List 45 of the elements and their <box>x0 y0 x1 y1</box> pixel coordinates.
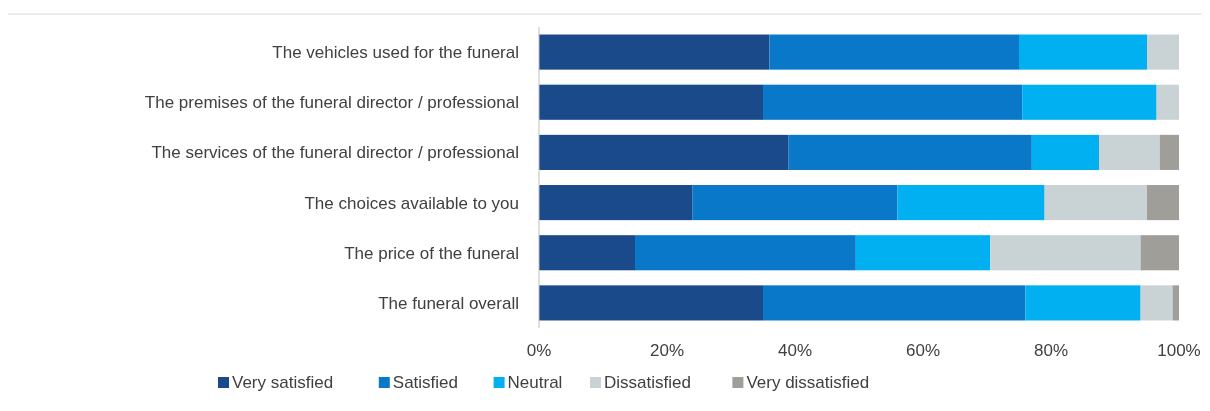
bar <box>1156 84 1179 120</box>
x-tick-label: 80% <box>1033 341 1069 360</box>
bar <box>1031 134 1099 170</box>
y-tick-label: The choices available to you <box>304 193 519 213</box>
legend-label: Very satisfied <box>232 373 334 392</box>
bar <box>692 185 898 221</box>
bar <box>539 34 770 70</box>
bar <box>539 185 693 221</box>
bar <box>763 285 1026 321</box>
legend-label: Satisfied <box>392 373 458 392</box>
bar <box>1140 285 1173 321</box>
legend-label: Neutral <box>507 373 563 392</box>
x-tick-label: 40% <box>777 341 813 360</box>
bar <box>897 185 1045 221</box>
y-tick-label: The premises of the funeral director / professional <box>144 93 519 113</box>
bar <box>1019 34 1147 70</box>
bar <box>763 84 1023 120</box>
bar <box>1172 285 1179 321</box>
x-tick-label: 20% <box>649 341 685 360</box>
bar <box>539 84 763 120</box>
x-tick-label: 100% <box>1157 341 1201 360</box>
bar <box>1025 285 1141 321</box>
y-tick-label: The services of the funeral director / professional <box>151 143 519 163</box>
bar <box>1147 185 1179 221</box>
y-tick-label: The funeral overall <box>378 293 519 313</box>
x-tick-label: 60% <box>905 341 941 360</box>
bar <box>1022 84 1157 120</box>
bar <box>1099 134 1160 170</box>
bar <box>539 285 763 321</box>
y-tick-label: The price of the funeral <box>344 243 519 263</box>
bar <box>635 235 856 271</box>
bar <box>1159 134 1179 170</box>
bar <box>539 134 789 170</box>
y-tick-label: The vehicles used for the funeral <box>272 43 519 63</box>
legend-label: Dissatisfied <box>604 373 691 392</box>
bar <box>769 34 1019 70</box>
bar <box>855 235 991 271</box>
bar <box>1147 34 1179 70</box>
legend-label: Very dissatisfied <box>746 373 870 392</box>
x-tick-label: 0% <box>526 341 552 360</box>
bar <box>990 235 1141 271</box>
bar <box>788 134 1032 170</box>
bar <box>539 235 635 271</box>
bar <box>1044 185 1147 221</box>
bar <box>1140 235 1179 271</box>
